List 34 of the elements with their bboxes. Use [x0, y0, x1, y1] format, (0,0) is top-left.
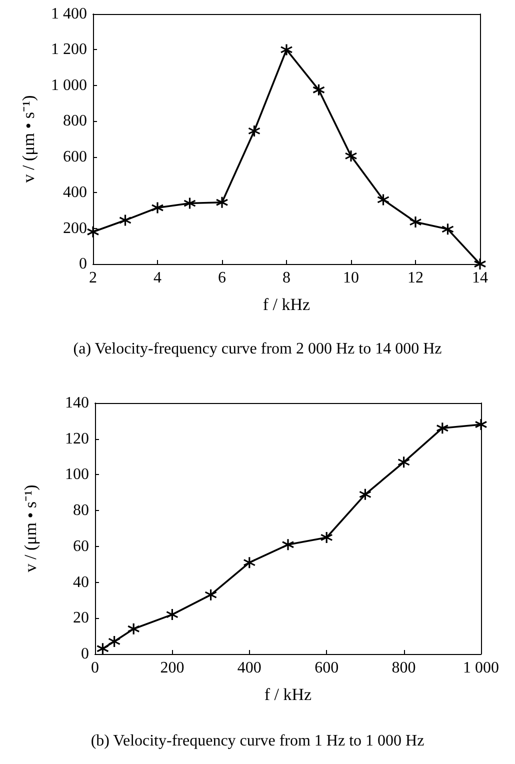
y-axis-title: v / (μm • s⁻¹): [19, 95, 38, 183]
y-tick-label: 600: [63, 148, 87, 166]
y-tick-label: 120: [65, 430, 89, 448]
y-tick-label: 60: [73, 538, 89, 555]
x-tick-label: 12: [408, 270, 424, 286]
text: (a) Velocity-frequency curve from 2 000 Hz to 14 000 Hz: [73, 340, 442, 358]
y-tick-label: 80: [73, 502, 89, 520]
y-tick-label: 40: [73, 574, 89, 591]
x-tick-label: 4: [154, 270, 162, 286]
y-tick-label: 0: [81, 646, 89, 662]
x-tick-label: 2: [89, 270, 97, 286]
x-tick-label: 400: [237, 660, 262, 676]
x-tick-label: 10: [343, 270, 359, 286]
x-axis-title: f / kHz: [264, 685, 312, 704]
x-axis-title: f / kHz: [262, 295, 311, 314]
y-tick-label: 20: [73, 610, 89, 627]
y-axis-title: v / (μm • s⁻¹): [21, 484, 40, 572]
y-tick-label: 0: [79, 256, 87, 272]
x-tick-label: 600: [314, 660, 339, 676]
y-tick-label: 100: [65, 466, 89, 484]
x-tick-label: 14: [472, 270, 488, 286]
y-tick-label: 800: [63, 112, 87, 130]
y-tick-label: 400: [63, 184, 87, 202]
text: (b) Velocity-frequency curve from 1 Hz to 1 000 Hz: [90, 732, 424, 750]
x-tick-label: 800: [392, 660, 416, 676]
y-tick-label: 200: [63, 220, 87, 237]
y-tick-label: 140: [65, 394, 89, 412]
y-tick-label: 1 400: [51, 6, 87, 22]
x-tick-label: 6: [218, 270, 226, 286]
x-tick-label: 1 000: [463, 660, 499, 676]
x-tick-label: 8: [282, 270, 290, 286]
y-tick-label: 1 000: [51, 76, 87, 94]
x-tick-label: 200: [160, 660, 184, 676]
y-tick-label: 1 200: [51, 41, 87, 58]
